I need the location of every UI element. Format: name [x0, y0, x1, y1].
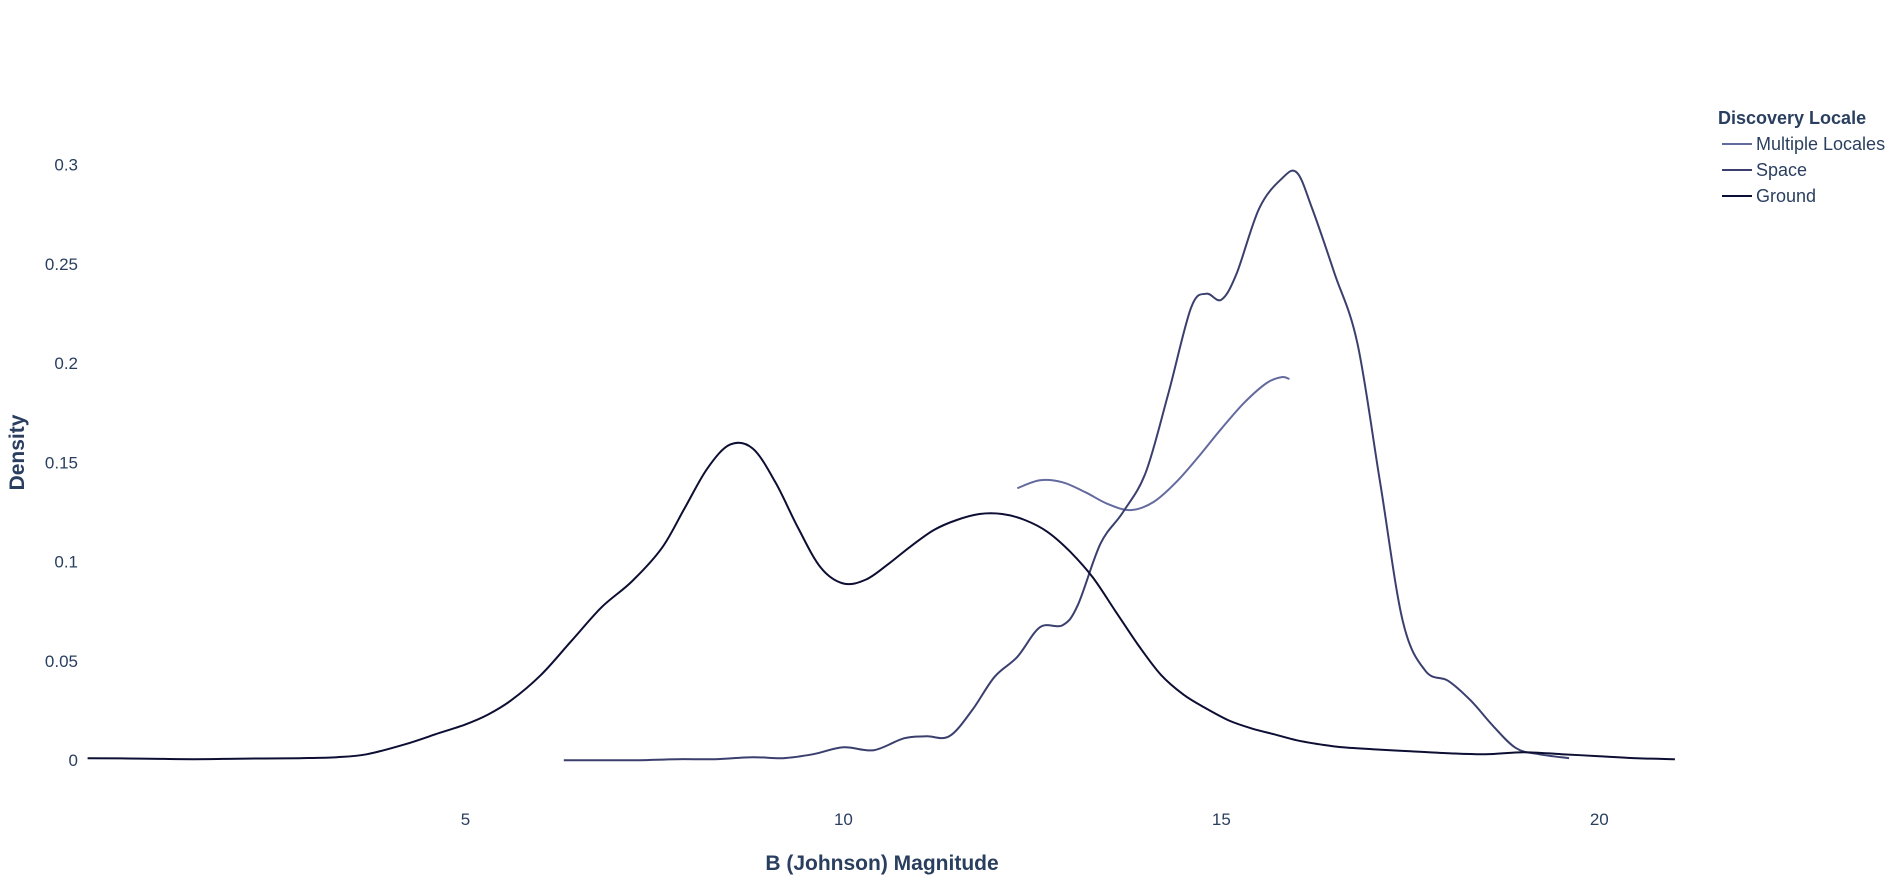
y-axis: 0 0.05 0.1 0.15 0.2 0.25 0.3 — [45, 156, 78, 770]
x-tick-label: 10 — [834, 810, 853, 829]
y-tick-label: 0.3 — [54, 156, 78, 175]
legend-item[interactable]: Ground — [1722, 186, 1816, 206]
y-tick-label: 0 — [69, 751, 78, 770]
x-tick-label: 20 — [1590, 810, 1609, 829]
legend-label: Multiple Locales — [1756, 134, 1885, 154]
series-line[interactable] — [87, 441, 1675, 761]
series-line[interactable] — [1016, 375, 1290, 512]
y-tick-label: 0.2 — [54, 354, 78, 373]
legend-label: Ground — [1756, 186, 1816, 206]
x-axis-title: B (Johnson) Magnitude — [765, 852, 998, 875]
y-tick-label: 0.1 — [54, 553, 78, 572]
y-axis-title: Density — [6, 414, 29, 490]
y-tick-label: 0.05 — [45, 652, 78, 671]
legend-item[interactable]: Space — [1722, 160, 1807, 180]
x-tick-label: 5 — [461, 810, 470, 829]
x-axis: 5 10 15 20 — [461, 810, 1609, 829]
series-line[interactable] — [563, 169, 1570, 762]
legend[interactable]: Discovery Locale Multiple Locales Space Gr… — [1718, 108, 1885, 206]
y-tick-label: 0.25 — [45, 255, 78, 274]
legend-label: Space — [1756, 160, 1807, 180]
plot-area — [87, 169, 1675, 762]
legend-item[interactable]: Multiple Locales — [1722, 134, 1885, 154]
y-tick-label: 0.15 — [45, 453, 78, 472]
x-tick-label: 15 — [1212, 810, 1231, 829]
legend-title: Discovery Locale — [1718, 108, 1866, 128]
